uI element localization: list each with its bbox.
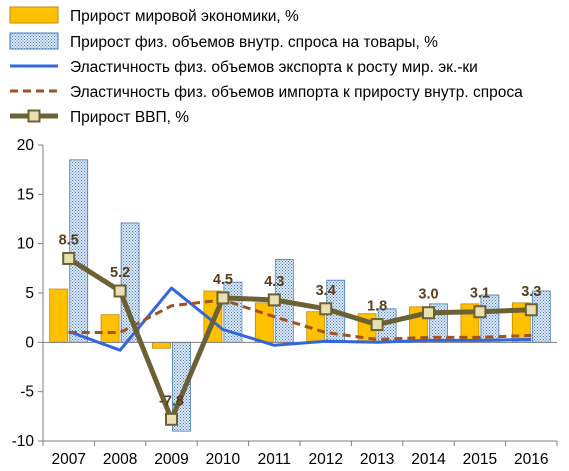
bar-demand: [69, 159, 89, 343]
bar-world-growth: [254, 302, 274, 343]
legend-swatch-gdp-marker: [27, 109, 41, 123]
gdp-marker: [422, 306, 435, 320]
x-tick-label: 2011: [258, 451, 291, 468]
legend-item-export-elasticity[interactable]: Эластичность физ. объемов экспорта к рос…: [10, 59, 478, 76]
y-tick-label: -5: [20, 384, 34, 401]
x-tick-label: 2007: [51, 451, 85, 468]
gdp-marker: [267, 293, 281, 307]
legend: Прирост мировой экономики, % Прирост физ…: [9, 6, 523, 126]
y-tick-label: 20: [17, 137, 35, 154]
x-tick-label: 2016: [514, 451, 548, 468]
bar-world-growth: [100, 314, 120, 343]
y-tick-label: 0: [25, 334, 34, 351]
line-gdp: [67, 256, 532, 422]
gdp-marker: [113, 284, 127, 298]
plot-area: -10 -5 0 5 10 15 20 2007 2008 2009 2010 2011 2012 201…: [12, 137, 558, 468]
bar-world-growth: [152, 341, 171, 349]
gdp-marker: [62, 251, 76, 265]
y-tick-label: -10: [12, 433, 35, 450]
gdp-data-label: 1.8: [367, 299, 387, 315]
legend-swatch-demand: [9, 32, 59, 50]
x-tick-label: 2012: [308, 451, 342, 468]
x-tick-label: 2009: [154, 451, 188, 468]
legend-item-import-elasticity[interactable]: Эластичность физ. объемов импорта к прир…: [10, 84, 523, 101]
gdp-data-label: 8.5: [59, 232, 79, 248]
x-tick-label: 2014: [411, 451, 446, 468]
gdp-data-label: -7.8: [159, 393, 184, 409]
y-tick-label: 15: [17, 186, 34, 203]
x-tick-label: 2010: [206, 451, 241, 468]
y-tick-label: 10: [17, 236, 35, 253]
gdp-data-label: 3.3: [521, 284, 541, 300]
x-tick-label: 2013: [360, 451, 394, 468]
legend-swatch-world-growth: [9, 6, 59, 24]
line-import-elasticity: [68, 298, 532, 341]
gdp-marker: [524, 303, 538, 317]
gdp-marker: [216, 291, 230, 305]
legend-label-export-elasticity: Эластичность физ. объемов экспорта к рос…: [70, 59, 478, 76]
gdp-data-label: 4.3: [264, 274, 284, 290]
legend-item-world-growth[interactable]: Прирост мировой экономики, %: [9, 6, 299, 25]
gdp-data-label: 3.0: [418, 287, 438, 303]
x-tick-label: 2015: [463, 451, 497, 468]
legend-label-gdp: Прирост ВВП, %: [70, 109, 189, 126]
gdp-data-label: 4.5: [213, 272, 233, 288]
legend-label-world-growth: Прирост мировой экономики, %: [70, 8, 299, 25]
gdp-marker: [165, 412, 178, 426]
bar-world-growth: [49, 288, 69, 343]
gdp-data-label: 3.4: [316, 283, 336, 299]
gdp-data-label: 5.2: [110, 265, 130, 281]
gdp-data-label: 3.1: [470, 286, 490, 302]
gdp-marker: [319, 302, 333, 316]
x-tick-label: 2008: [103, 451, 137, 468]
legend-item-gdp[interactable]: Прирост ВВП, %: [10, 109, 189, 126]
legend-label-import-elasticity: Эластичность физ. объемов импорта к прир…: [70, 84, 523, 101]
gdp-marker: [473, 305, 487, 319]
gdp-marker: [370, 318, 384, 332]
y-tick-label: 5: [25, 285, 34, 302]
legend-label-demand: Прирост физ. объемов внутр. спроса на то…: [70, 34, 438, 51]
bar-demand: [480, 294, 500, 343]
legend-item-demand[interactable]: Прирост физ. объемов внутр. спроса на то…: [9, 32, 438, 51]
